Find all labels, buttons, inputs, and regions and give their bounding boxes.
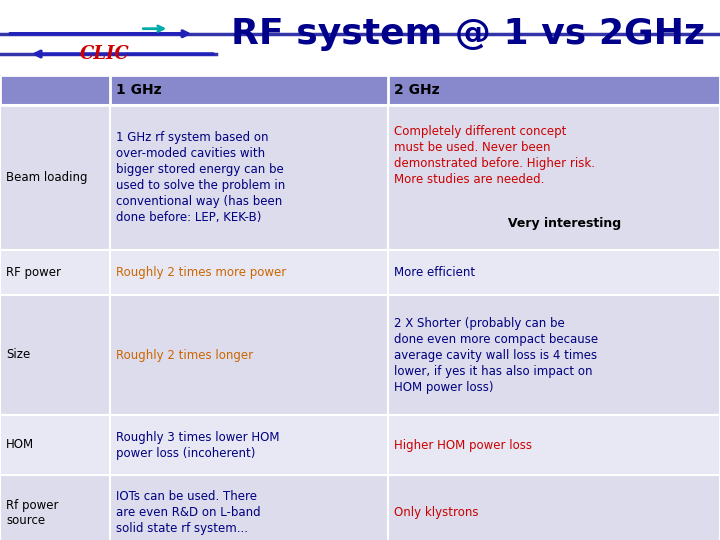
Text: IOTs can be used. There
are even R&D on L-band
solid state rf system...: IOTs can be used. There are even R&D on … [116, 490, 261, 535]
Text: More efficient: More efficient [394, 266, 475, 279]
Text: RF system @ 1 vs 2GHz: RF system @ 1 vs 2GHz [231, 17, 705, 51]
Text: Roughly 2 times longer: Roughly 2 times longer [116, 348, 253, 361]
Text: Very interesting: Very interesting [487, 218, 621, 231]
Text: Roughly 3 times lower HOM
power loss (incoherent): Roughly 3 times lower HOM power loss (in… [116, 430, 279, 460]
Text: 1 GHz rf system based on
over-moded cavities with
bigger stored energy can be
us: 1 GHz rf system based on over-moded cavi… [116, 131, 285, 224]
Text: HOM: HOM [6, 438, 34, 451]
Text: RF power: RF power [6, 266, 61, 279]
Text: Completely different concept
must be used. Never been
demonstrated before. Highe: Completely different concept must be use… [394, 125, 595, 186]
Text: Size: Size [6, 348, 30, 361]
Text: Only klystrons: Only klystrons [394, 506, 479, 519]
Text: Higher HOM power loss: Higher HOM power loss [394, 438, 532, 451]
Bar [0, 0, 720, 75]
Text: CLIC: CLIC [79, 45, 130, 63]
Text: 1 GHz: 1 GHz [116, 83, 161, 97]
Text: Beam loading: Beam loading [6, 171, 88, 184]
Bar [0, 105, 720, 250]
Bar [0, 295, 720, 415]
Bar [0, 75, 720, 105]
Text: 2 GHz: 2 GHz [394, 83, 440, 97]
Bar [0, 475, 720, 540]
Text: Roughly 2 times more power: Roughly 2 times more power [116, 266, 287, 279]
Bar [0, 250, 720, 295]
Text: Rf power
source: Rf power source [6, 498, 58, 526]
Text: 2 X Shorter (probably can be
done even more compact because
average cavity wall : 2 X Shorter (probably can be done even m… [394, 316, 598, 394]
Bar [0, 415, 720, 475]
